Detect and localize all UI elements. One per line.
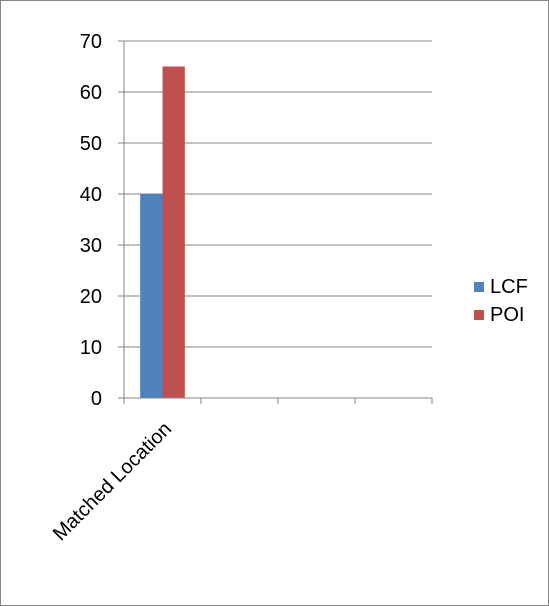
legend: LCF POI [474, 276, 528, 326]
bar-lcf-0 [140, 194, 163, 398]
y-tick-label: 0 [91, 388, 102, 410]
legend-label-lcf: LCF [490, 276, 528, 298]
bar-poi-0 [162, 66, 185, 398]
x-axis: Matched Location [49, 397, 433, 545]
bars [140, 66, 185, 398]
legend-swatch-lcf [474, 282, 484, 292]
legend-label-poi: POI [490, 304, 524, 326]
y-tick-label: 40 [80, 184, 102, 206]
y-tick-label: 70 [80, 31, 102, 53]
y-tick-label: 60 [80, 82, 102, 104]
y-tick-label: 30 [80, 235, 102, 257]
y-tick-label: 50 [80, 133, 102, 155]
y-tick-label: 10 [80, 337, 102, 359]
y-tick-label: 20 [80, 286, 102, 308]
y-axis: 0 10 20 30 40 50 60 70 [80, 31, 125, 410]
x-tick-label: Matched Location [49, 418, 176, 545]
legend-swatch-poi [474, 310, 484, 320]
